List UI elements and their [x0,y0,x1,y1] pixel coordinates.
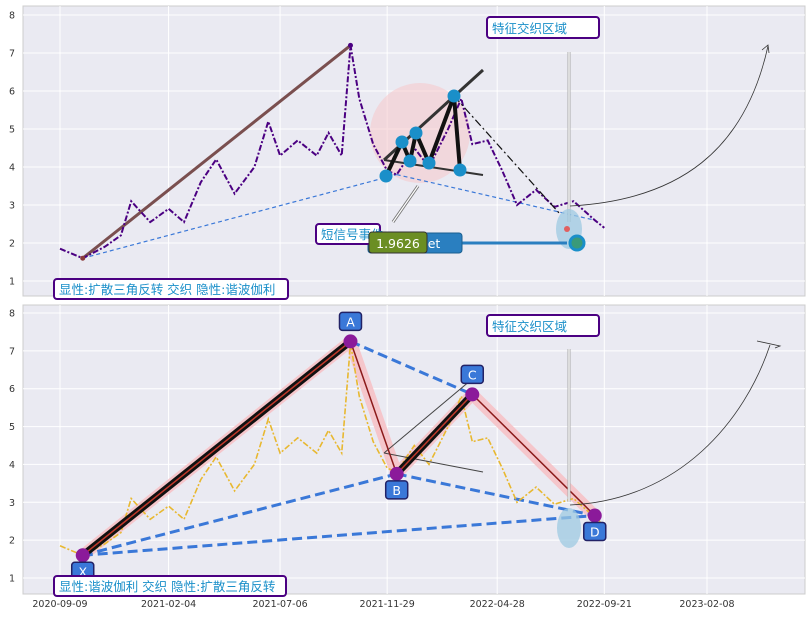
harmonic-label-box [583,521,607,542]
pivot-marker [422,156,436,170]
harmonic-dashed-line [82,514,595,557]
y-tick-label: 3 [9,201,15,212]
bottom-label-box [53,575,287,597]
projection-curve [569,344,771,506]
projection-curve [569,45,769,207]
harmonic-label-box [460,364,485,385]
harmonic-marker-d [587,508,602,523]
bottom-label-box [53,278,289,300]
pivot-marker [409,126,423,140]
triangle-lower-line [383,452,484,473]
y-tick-label: 7 [9,346,15,357]
pattern-label-box [486,314,600,337]
harmonic-label-d: D [590,525,600,540]
y-tick-label: 1 [9,277,15,288]
projection-arrowhead [756,340,782,349]
target-value: 1.9626 [376,236,420,251]
target-dot [564,226,570,232]
harmonic-marker-x [75,548,90,563]
impulse-leg-core [82,340,351,556]
y-tick-label: 4 [9,163,15,174]
start-marker [80,255,86,261]
x-tick-label: 2023-02-08 [679,599,734,610]
y-tick-label: 7 [9,49,15,60]
pattern-label-box [486,16,600,39]
harmonic-dashed-line [349,340,473,396]
harmonic-marker-b [389,466,404,481]
y-tick-label: 4 [9,460,15,471]
y-tick-label: 6 [9,384,15,395]
impulse-leg-core [396,393,473,475]
pivot-marker [447,89,461,103]
retrace-leg [471,393,596,517]
target-marker [568,234,586,252]
support-line [82,174,397,259]
price-series [59,45,605,260]
y-tick-label: 8 [9,309,15,320]
signal-label: 短信号事件 [321,227,384,242]
harmonic-dashed-line [82,472,398,557]
pattern-label: 特征交织区域 [492,319,567,334]
pivot-marker [395,135,409,149]
harmonic-marker-c [465,387,480,402]
pivot-marker [453,163,467,177]
price-series [59,343,605,557]
bottom-label: 显性:扩散三角反转 交织 隐性:谐波伽利 [59,282,275,297]
target-zone [557,508,581,548]
harmonic-label-c: C [468,367,477,382]
y-tick-label: 2 [9,536,15,547]
y-tick-label: 6 [9,87,15,98]
x-tick-label: 2021-02-04 [141,599,196,610]
pivot-marker [403,154,417,168]
signal-arrow-core [392,185,419,223]
x-tick-label: 2022-04-28 [470,599,525,610]
bottom-label: 显性:谐波伽利 交织 隐性:扩散三角反转 [59,579,275,594]
y-tick-label: 8 [9,11,15,22]
projection-arrowhead [761,44,770,54]
harmonic-marker-a [343,334,358,349]
y-tick-label: 1 [9,574,15,585]
harmonic-label-x: X [78,564,87,579]
y-tick-label: 3 [9,498,15,509]
harmonic-label-box [338,311,363,332]
x-tick-label: 2022-09-21 [577,599,632,610]
x-tick-label: 2020-09-09 [32,599,87,610]
x-tick-label: 2021-07-06 [252,599,307,610]
y-tick-label: 5 [9,422,15,433]
y-tick-label: 2 [9,239,15,250]
target-value-box [368,231,428,254]
pivot-marker [379,169,393,183]
projection-line [453,95,561,215]
retrace-leg [349,341,398,475]
harmonic-label-box [384,480,409,500]
x-tick-label: 2021-11-29 [360,599,415,610]
peak-marker [347,42,353,48]
harmonic-dashed-line [396,472,596,518]
pattern-label: 特征交织区域 [492,21,567,36]
harmonic-label-b: B [392,483,401,498]
y-tick-label: 5 [9,125,15,136]
trend-line [81,44,352,260]
harmonic-label-a: A [346,314,355,329]
